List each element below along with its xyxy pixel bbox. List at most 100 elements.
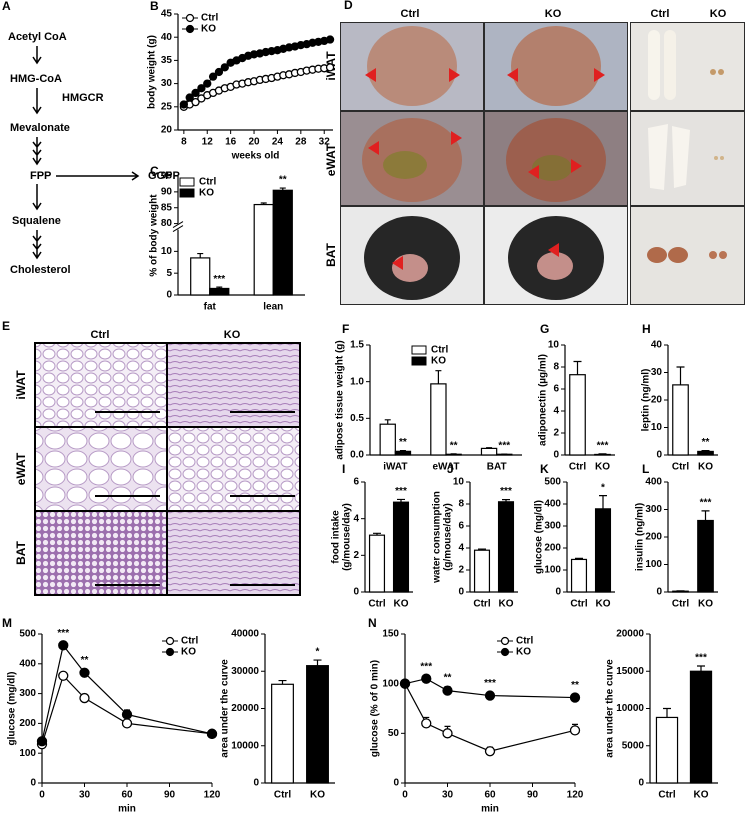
- x-tick-label: Ctrl: [368, 599, 385, 610]
- panel-letter: N: [368, 616, 377, 630]
- legend-label: KO: [201, 24, 216, 35]
- y-tick-label: 100: [645, 559, 662, 570]
- y-tick-label: 8: [553, 362, 559, 373]
- y-tick-label: 300: [645, 504, 662, 515]
- error-bar: [575, 557, 583, 560]
- bar: [430, 383, 447, 456]
- y-tick-label: 25: [161, 101, 173, 112]
- x-tick-label: KO: [596, 599, 611, 610]
- bar: [379, 423, 396, 456]
- data-point: [121, 718, 133, 729]
- legend-label: Ctrl: [201, 13, 218, 24]
- y-tick-label: 10: [548, 340, 560, 351]
- panel-letter: G: [540, 322, 549, 336]
- significance: ***: [57, 628, 69, 639]
- data-point: [58, 640, 69, 651]
- error-bar: [278, 679, 287, 685]
- y-tick-label: 100: [19, 748, 36, 759]
- x-tick-label: KO: [694, 790, 709, 801]
- y-tick-label: 1.0: [350, 376, 364, 387]
- data-point: [325, 35, 335, 44]
- x-tick-label: BAT: [487, 462, 507, 473]
- y-tick-label: 45: [161, 9, 173, 20]
- y-tick-label: 0: [553, 450, 559, 461]
- y-tick-label: 40: [651, 340, 663, 351]
- y-tick-label: 10000: [616, 703, 644, 714]
- panel-letter: L: [642, 462, 649, 476]
- error-bar: [701, 450, 710, 452]
- data-point: [208, 72, 218, 81]
- y-tick-label: 400: [19, 658, 36, 669]
- y-tick-label: 8: [458, 499, 464, 510]
- data-point: [421, 718, 432, 729]
- x-tick-label: Ctrl: [569, 462, 586, 473]
- error-bar: [663, 707, 671, 718]
- panel-letter: E: [2, 319, 10, 333]
- bar: [272, 189, 293, 296]
- x-tick-label: 60: [484, 790, 496, 801]
- bar: [394, 450, 412, 456]
- error-bar: [313, 659, 322, 666]
- x-tick-label: KO: [595, 462, 610, 473]
- legend-label: Ctrl: [199, 177, 216, 188]
- y-tick-label: 5000: [622, 740, 645, 751]
- x-axis-label: min: [481, 804, 499, 815]
- x-tick-label: KO: [310, 790, 325, 801]
- y-tick-label: 200: [544, 543, 561, 554]
- y-tick-label: 400: [544, 499, 561, 510]
- y-tick-label: 1.5: [350, 340, 364, 351]
- y-tick-label: 100: [382, 678, 399, 689]
- legend-label: KO: [181, 647, 196, 658]
- data-point: [191, 98, 200, 107]
- y-tick-label: 0.5: [350, 413, 364, 424]
- x-tick-label: 60: [121, 790, 133, 801]
- pathway-arrows: [32, 46, 140, 260]
- y-tick-label: 10000: [231, 740, 259, 751]
- data-point: [484, 746, 496, 757]
- y-axis-label: water consumption: [432, 491, 443, 584]
- significance: ***: [420, 661, 432, 672]
- x-tick-label: Ctrl: [672, 599, 689, 610]
- y-axis-label: glucose (mg/dl): [534, 500, 545, 574]
- bar: [689, 670, 713, 784]
- x-tick-label: 90: [164, 790, 176, 801]
- data-point: [442, 685, 453, 696]
- significance: **: [444, 672, 452, 683]
- pathway-step: Squalene: [12, 215, 61, 227]
- y-tick-label: 90: [161, 187, 173, 198]
- y-tick-label: 0: [253, 778, 259, 789]
- y-tick-label: 20000: [231, 703, 259, 714]
- column-header: KO: [545, 8, 562, 20]
- y-tick-label: 15000: [616, 666, 644, 677]
- data-point: [569, 692, 581, 703]
- bar: [570, 558, 588, 593]
- error-bar: [486, 447, 493, 449]
- legend-marker: [500, 636, 510, 646]
- y-tick-label: 95: [161, 171, 173, 182]
- significance: *: [316, 647, 320, 658]
- histology-grid: [34, 342, 301, 596]
- x-tick-label: 90: [527, 790, 539, 801]
- bar: [271, 683, 294, 784]
- x-tick-label: 0: [39, 790, 45, 801]
- significance: **: [450, 441, 458, 452]
- y-tick-label: 0.0: [350, 450, 364, 461]
- pathway-branch: GGPP: [148, 170, 180, 182]
- panel-letter: H: [642, 322, 651, 336]
- legend-swatch: [411, 356, 427, 366]
- y-axis-label: body weight (g): [147, 35, 158, 109]
- x-tick-label: 24: [272, 137, 284, 148]
- panel-letter: M: [2, 616, 12, 630]
- data-point: [421, 673, 432, 684]
- photo-panel-d: D Ctrl KO Ctrl KO iWAT eWAT BAT: [324, 0, 745, 305]
- x-tick-label: 120: [567, 790, 584, 801]
- y-tick-label: 500: [19, 629, 36, 640]
- x-tick-label: 12: [202, 137, 214, 148]
- legend-marker: [185, 13, 195, 23]
- legend-label: KO: [199, 188, 214, 199]
- data-point: [206, 728, 218, 739]
- y-tick-label: 2: [353, 550, 359, 561]
- significance: **: [279, 175, 287, 186]
- significance: **: [571, 680, 579, 691]
